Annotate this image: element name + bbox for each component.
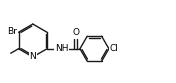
Text: N: N — [29, 52, 36, 61]
Text: O: O — [72, 28, 79, 38]
Text: Br: Br — [7, 27, 17, 36]
Text: Cl: Cl — [110, 44, 119, 53]
Text: NH: NH — [55, 44, 68, 53]
